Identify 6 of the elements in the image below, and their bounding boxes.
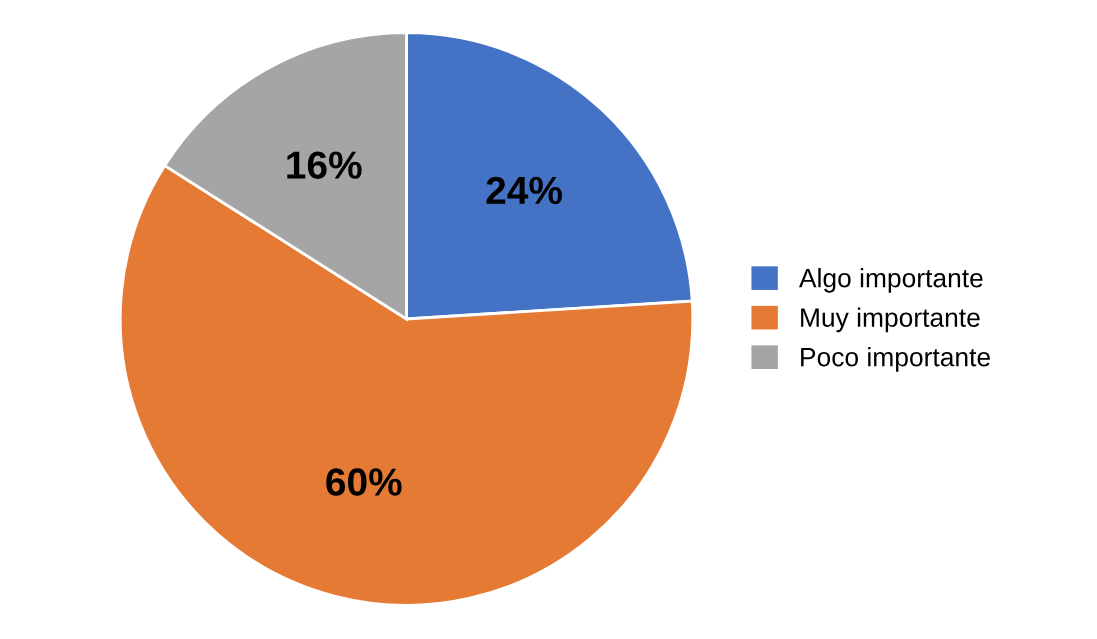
- data-label: 60%: [326, 468, 402, 496]
- data-label: 16%: [287, 151, 362, 179]
- legend-label: Algo importante: [799, 268, 983, 293]
- legend-label: Muy importante: [801, 307, 980, 333]
- data-label: 24%: [486, 176, 562, 205]
- legend-label: Poco importante: [801, 347, 990, 372]
